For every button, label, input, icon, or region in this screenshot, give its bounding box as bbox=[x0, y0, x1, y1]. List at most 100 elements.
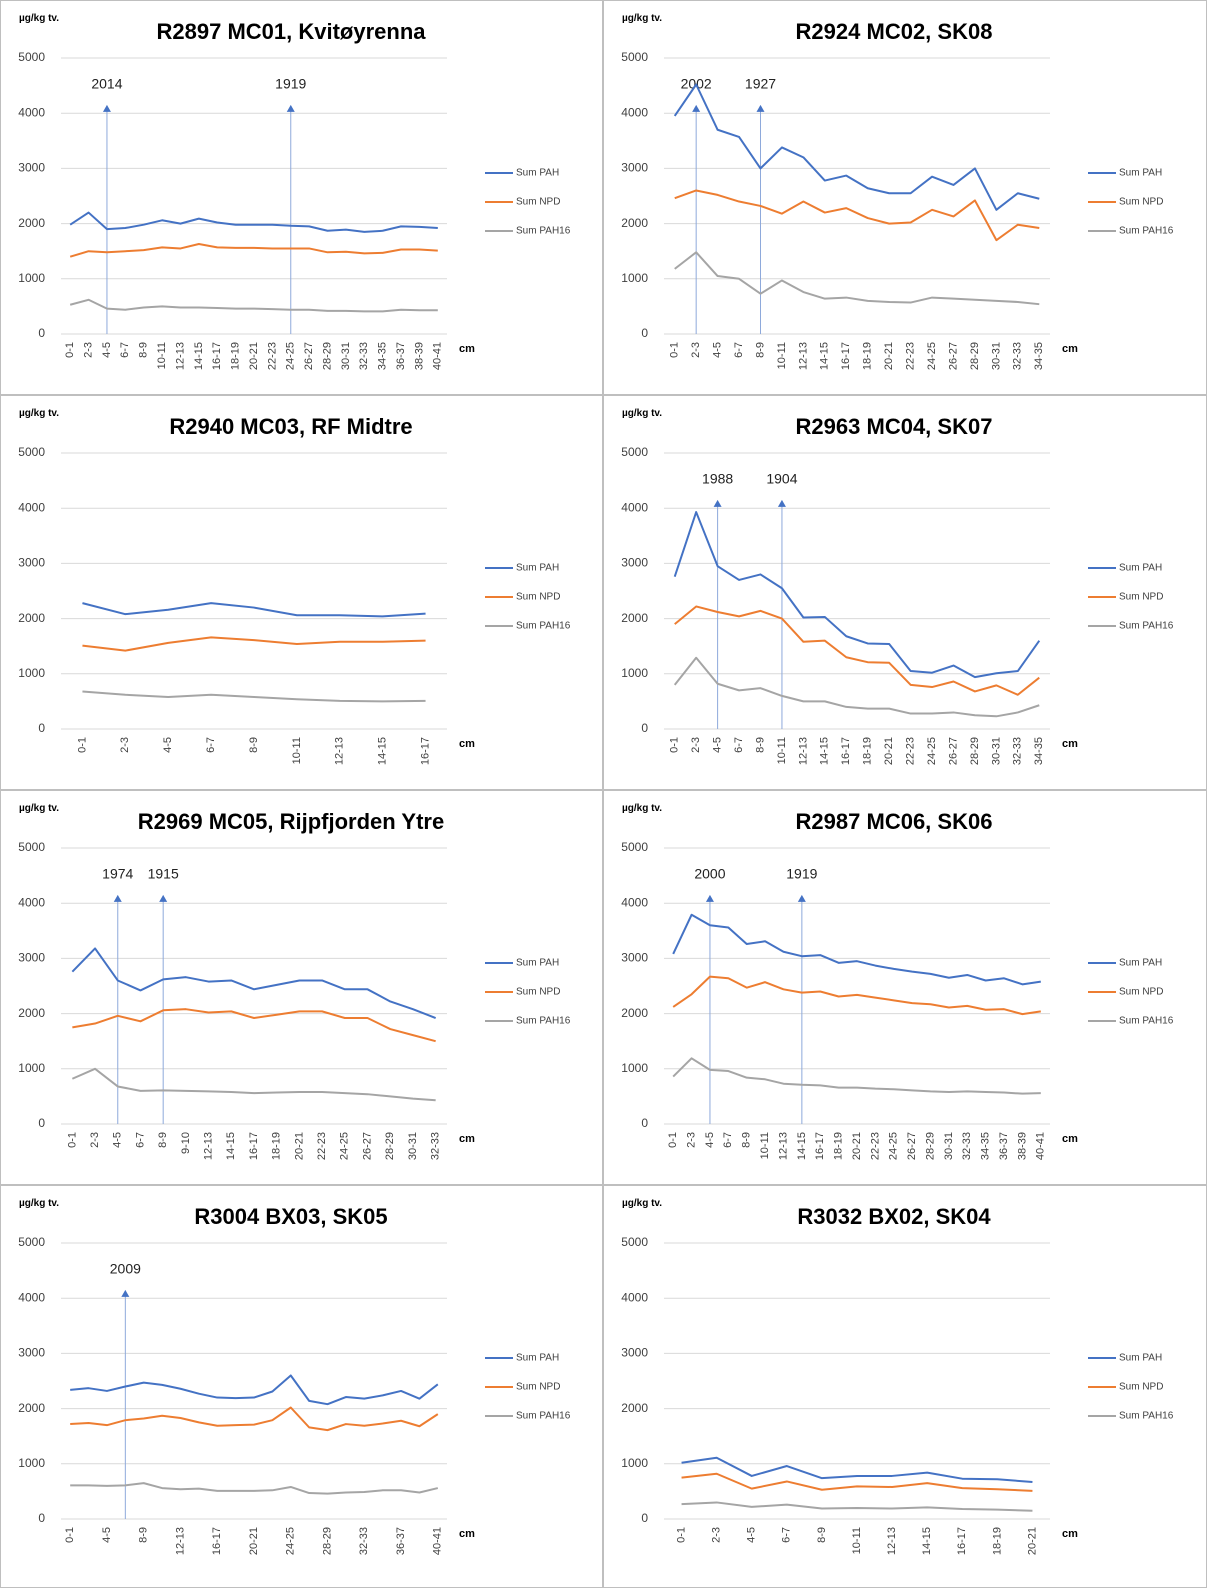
x-tick-label: 10-11 bbox=[291, 737, 303, 764]
series-line bbox=[674, 251, 1040, 306]
chart-panel: µg/kg tv. R3032 BX02, SK04 0 1000 2000 3000 40… bbox=[603, 1185, 1207, 1588]
series-line bbox=[82, 602, 426, 618]
x-tick-label: 22-23 bbox=[905, 737, 917, 765]
x-tick-label: 12-13 bbox=[334, 737, 346, 765]
x-tick-label: 24-25 bbox=[926, 737, 938, 765]
x-tick-label: 18-19 bbox=[991, 1527, 1003, 1555]
arrow-head bbox=[286, 104, 295, 112]
y-tick-label: 0 bbox=[641, 1116, 648, 1130]
y-tick-label: 1000 bbox=[621, 666, 648, 680]
x-tick-label: 30-31 bbox=[340, 342, 352, 370]
x-tick-label: 0-1 bbox=[669, 342, 681, 358]
y-tick-label: 5000 bbox=[18, 445, 45, 459]
x-tick-label: 20-21 bbox=[883, 737, 895, 765]
y-tick-label: 3000 bbox=[621, 1346, 648, 1360]
chart: µg/kg tv. R2969 MC05, Rijpfjorden Ytre 0 10… bbox=[18, 803, 571, 1160]
x-tick-label: 18-19 bbox=[833, 1132, 845, 1160]
x-tick-label: 40-41 bbox=[432, 342, 444, 370]
x-tick-label: 16-17 bbox=[956, 1527, 968, 1555]
chart: µg/kg tv. R3004 BX03, SK05 0 1000 2000 3000 40… bbox=[18, 1198, 570, 1555]
y-tick-label: 2000 bbox=[18, 216, 45, 230]
legend-label: Sum PAH bbox=[1119, 1353, 1162, 1364]
y-tick-label: 2000 bbox=[621, 1006, 648, 1020]
y-tick-label: 2000 bbox=[18, 1006, 45, 1020]
chart-panel: µg/kg tv. R2963 MC04, SK07 0 1000 2000 3000 40… bbox=[603, 395, 1207, 790]
x-tick-label: 14-15 bbox=[819, 342, 831, 370]
y-tick-label: 1000 bbox=[621, 271, 648, 285]
x-tick-label: 4-5 bbox=[704, 1132, 716, 1148]
chart-panel: µg/kg tv. R2897 MC01, Kvitøyrenna 0 1000 200… bbox=[0, 0, 603, 395]
series-line bbox=[681, 1472, 1033, 1492]
y-tick-label: 5000 bbox=[621, 840, 648, 854]
arrow-head bbox=[713, 499, 722, 507]
chart-panel: µg/kg tv. R2940 MC03, RF Midtre 0 1000 2000 3… bbox=[0, 395, 603, 790]
series-line bbox=[82, 690, 426, 703]
y-axis-label: µg/kg tv. bbox=[622, 1198, 662, 1209]
x-axis-label: cm bbox=[1062, 1133, 1078, 1145]
y-axis-label: µg/kg tv. bbox=[19, 1198, 59, 1209]
x-tick-label: 24-25 bbox=[339, 1132, 351, 1160]
x-tick-label: 2-3 bbox=[690, 342, 702, 358]
x-axis-label: cm bbox=[459, 1528, 475, 1540]
series-line bbox=[69, 243, 438, 258]
x-tick-label: 6-7 bbox=[722, 1132, 734, 1148]
y-tick-label: 4000 bbox=[18, 105, 45, 119]
x-tick-label: 6-7 bbox=[134, 1132, 146, 1148]
series-line bbox=[71, 1067, 436, 1102]
x-tick-label: 4-5 bbox=[712, 737, 724, 753]
x-tick-label: 32-33 bbox=[1012, 342, 1024, 370]
x-tick-label: 24-25 bbox=[285, 1527, 297, 1555]
x-tick-label: 26-27 bbox=[303, 342, 315, 370]
x-tick-label: 28-29 bbox=[321, 342, 333, 370]
series-line bbox=[71, 947, 437, 1019]
x-tick-label: 36-37 bbox=[998, 1132, 1010, 1160]
annotation-label: 2002 bbox=[681, 75, 712, 91]
y-tick-label: 4000 bbox=[18, 895, 45, 909]
y-axis-label: µg/kg tv. bbox=[622, 408, 662, 419]
x-tick-label: 8-9 bbox=[157, 1132, 169, 1148]
y-tick-label: 0 bbox=[38, 1511, 45, 1525]
x-tick-label: 34-35 bbox=[377, 342, 389, 370]
x-axis-label: cm bbox=[459, 738, 475, 750]
legend-label: Sum NPD bbox=[1119, 1382, 1163, 1393]
annotation-label: 1919 bbox=[275, 75, 306, 91]
x-tick-label: 24-25 bbox=[926, 342, 938, 370]
x-tick-label: 12-13 bbox=[886, 1527, 898, 1555]
x-tick-label: 28-29 bbox=[924, 1132, 936, 1160]
x-tick-label: 24-25 bbox=[285, 342, 297, 370]
y-tick-label: 2000 bbox=[18, 611, 45, 625]
x-tick-label: 26-27 bbox=[906, 1132, 918, 1160]
y-tick-label: 5000 bbox=[621, 1235, 648, 1249]
x-tick-label: 26-27 bbox=[361, 1132, 373, 1160]
x-axis-label: cm bbox=[1062, 738, 1078, 750]
x-tick-label: 4-5 bbox=[712, 342, 724, 358]
x-tick-label: 20-21 bbox=[248, 1527, 260, 1555]
chart-panel: µg/kg tv. R2987 MC06, SK06 0 1000 2000 3000 40… bbox=[603, 790, 1207, 1185]
x-tick-label: 4-5 bbox=[162, 737, 174, 753]
x-tick-label: 6-7 bbox=[733, 342, 745, 358]
series-line bbox=[673, 83, 1040, 211]
y-tick-label: 2000 bbox=[621, 611, 648, 625]
x-tick-label: 2-3 bbox=[119, 737, 131, 753]
x-tick-label: 28-29 bbox=[321, 1527, 333, 1555]
x-tick-label: 20-21 bbox=[851, 1132, 863, 1160]
x-tick-label: 26-27 bbox=[947, 737, 959, 765]
x-tick-label: 12-13 bbox=[797, 342, 809, 370]
series-line bbox=[72, 1008, 436, 1043]
legend-label: Sum NPD bbox=[516, 197, 560, 208]
x-tick-label: 16-17 bbox=[211, 342, 223, 370]
series-line bbox=[672, 1057, 1041, 1095]
chart-title: R2924 MC02, SK08 bbox=[796, 19, 993, 44]
x-tick-label: 32-33 bbox=[1012, 737, 1024, 765]
series-line bbox=[673, 511, 1041, 679]
x-tick-label: 32-33 bbox=[961, 1132, 973, 1160]
y-tick-label: 0 bbox=[641, 326, 648, 340]
x-tick-label: 22-23 bbox=[905, 342, 917, 370]
legend-label: Sum PAH16 bbox=[516, 1016, 571, 1027]
chart-title: R3032 BX02, SK04 bbox=[797, 1204, 991, 1229]
x-axis-label: cm bbox=[1062, 1528, 1078, 1540]
arrow-head bbox=[756, 104, 765, 112]
x-tick-label: 8-9 bbox=[741, 1132, 753, 1148]
x-tick-label: 16-17 bbox=[248, 1132, 260, 1160]
y-tick-label: 5000 bbox=[18, 840, 45, 854]
